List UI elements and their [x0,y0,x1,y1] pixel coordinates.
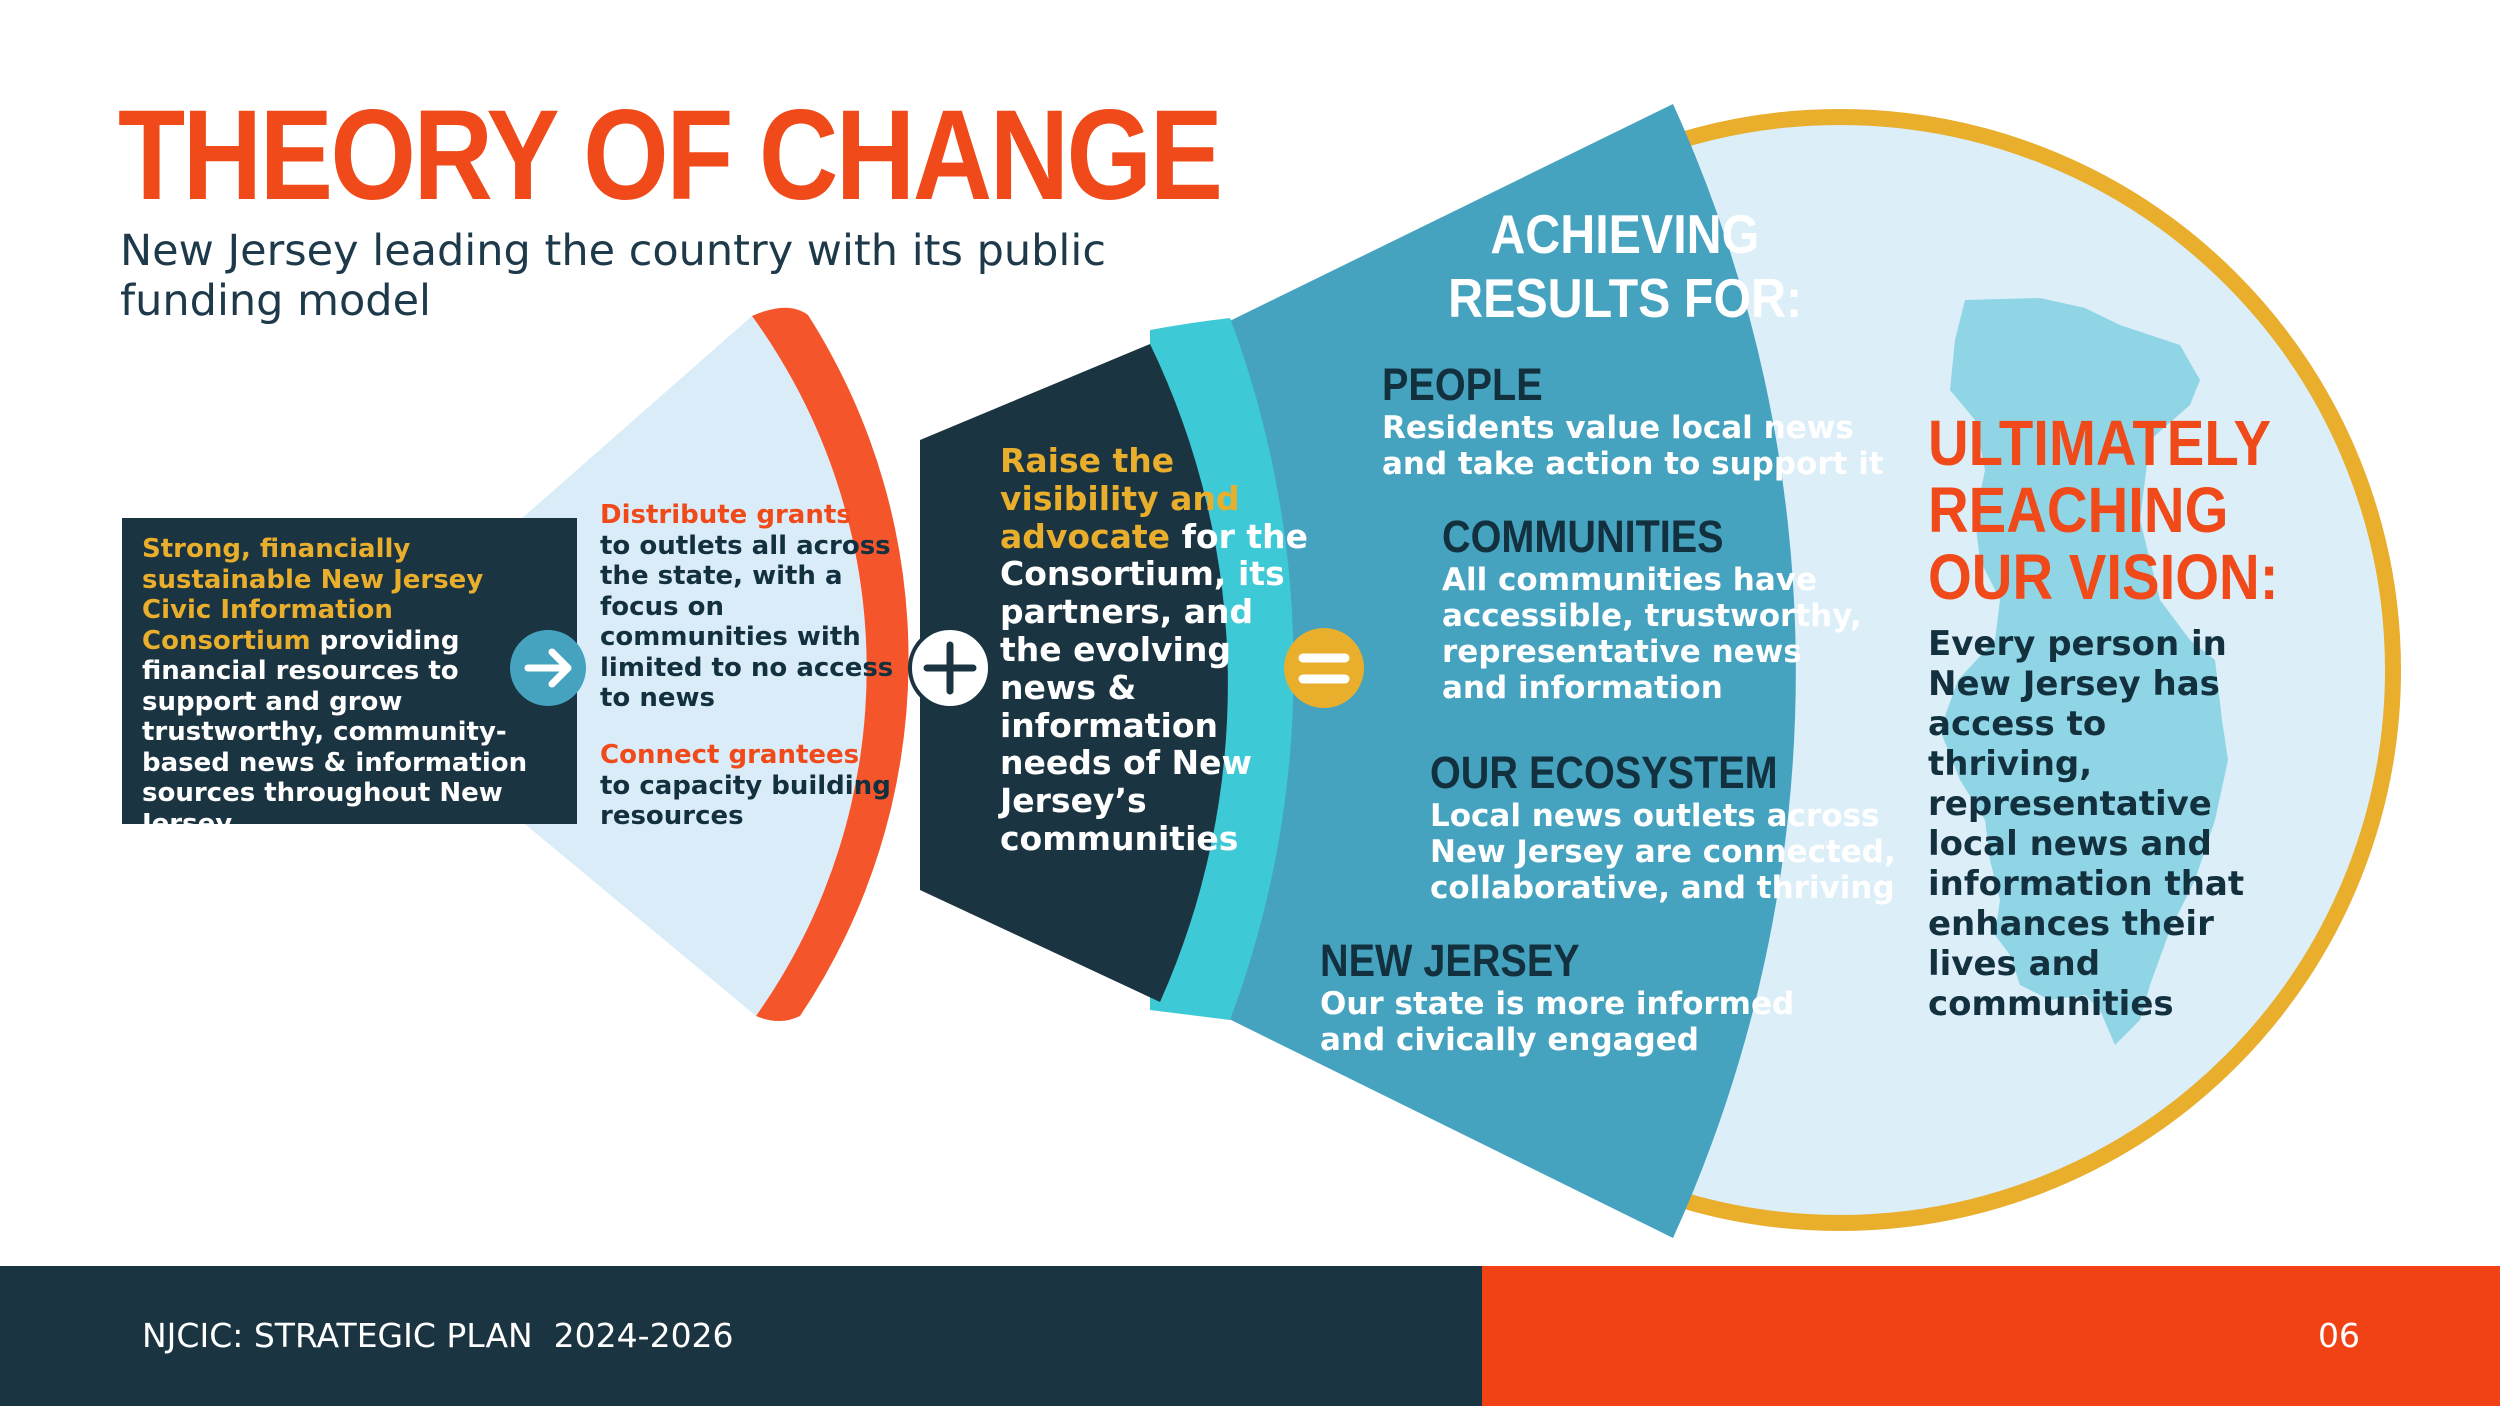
advocacy-highlight: Raise the visibility and advocate [1000,441,1240,556]
activity-highlight: Connect grantees [600,740,860,770]
arrow-connector [510,630,586,706]
results-wedge [1150,104,1796,1238]
activity-connect-grantees: Connect grantees to capacity building re… [600,740,920,832]
footer-bar [0,1266,1482,1406]
footer-accent [1482,1266,2500,1406]
result-new-jersey: NEW JERSEY Our state is more informed an… [1320,935,1795,1059]
result-text: New Jersey are connected, [1430,834,1896,870]
activity-distribute-grants: Distribute grants to outlets all across … [600,500,920,714]
new-jersey-map-icon [1940,298,2228,1045]
result-text: and civically engaged [1320,1022,1699,1058]
result-title: OUR ECOSYSTEM [1430,747,1778,798]
result-text: and take action to support it [1382,446,1884,482]
result-our-ecosystem: OUR ECOSYSTEM Local news outlets across … [1430,747,1896,907]
activity-highlight: Distribute grants [600,500,852,530]
result-text: representative news [1442,634,1802,670]
result-text: Residents value local news [1382,410,1854,446]
result-text: Local news outlets across [1430,798,1880,834]
page-subtitle: New Jersey leading the country with its … [120,226,1106,326]
footer-label: NJCIC: STRATEGIC PLAN 2024-2026 [142,1316,734,1355]
results-heading: ACHIEVING RESULTS FOR: [1447,203,1803,329]
input-box-text: Strong, financially sustainable New Jers… [142,534,552,839]
advocacy-description: for the Consortium, its partners, and th… [1000,516,1309,858]
input-description: providing financial resources to support… [142,625,528,839]
vision-text: Every person in New Jersey has access to… [1928,624,2245,1024]
plus-icon [923,641,977,695]
result-text: and information [1442,670,1723,706]
activity-description: to capacity building resources [600,770,891,832]
result-title: NEW JERSEY [1320,935,1580,986]
result-text: accessible, trustworthy, [1442,598,1862,634]
equals-icon [1298,653,1350,684]
result-text: Our state is more informed [1320,986,1795,1022]
orange-arc [752,307,909,1021]
page-title: THEORY OF CHANGE [118,84,1223,227]
input-box [122,518,577,824]
advocacy-wedge [920,344,1228,1002]
plus-connector [908,626,992,710]
result-communities: COMMUNITIES All communities have accessi… [1442,511,1862,707]
result-text: All communities have [1442,562,1818,598]
advocacy-text: Raise the visibility and advocate for th… [1000,442,1310,858]
activity-description: to outlets all across the state, with a … [600,530,894,714]
arrow-right-icon [524,648,572,688]
result-title: COMMUNITIES [1442,511,1724,562]
result-text: collaborative, and thriving [1430,870,1895,906]
activities-wedge [520,316,867,1016]
page-number: 06 [2318,1316,2360,1355]
input-highlight: Strong, financially sustainable New Jers… [142,534,484,656]
equals-connector [1284,628,1364,708]
result-title: PEOPLE [1382,359,1543,410]
vision-heading: ULTIMATELY REACHING OUR VISION: [1928,407,2279,613]
result-people: PEOPLE Residents value local news and ta… [1382,359,1884,483]
